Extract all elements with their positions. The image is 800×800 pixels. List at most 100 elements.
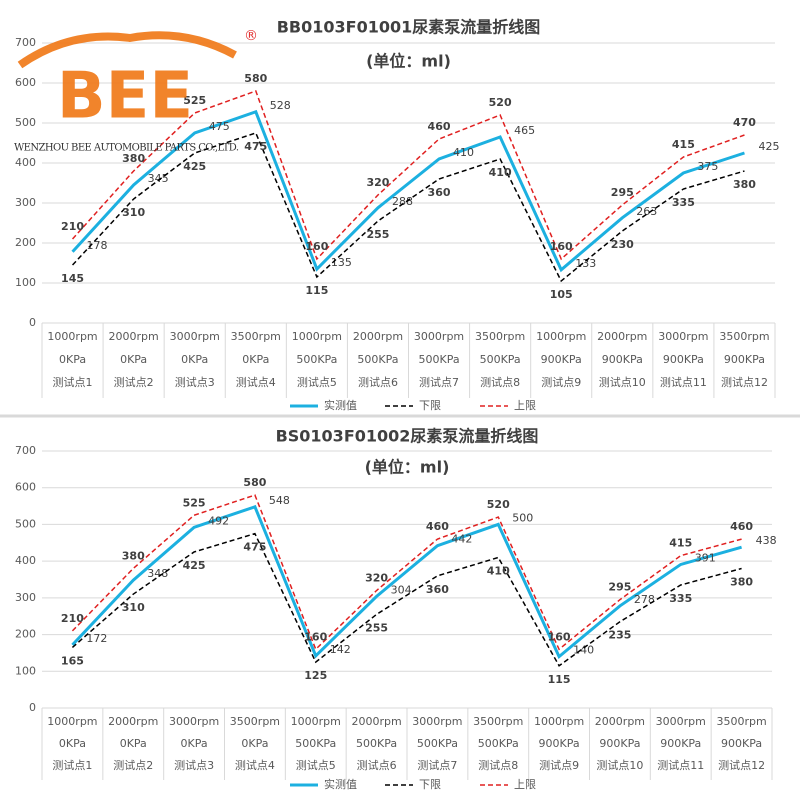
chart-subtitle: (单位：ml) xyxy=(365,458,450,477)
chart-title: BS0103F01002尿素泵流量折线图 xyxy=(276,427,539,446)
data-label: 263 xyxy=(636,205,657,218)
data-label: 115 xyxy=(305,284,328,297)
data-label: 295 xyxy=(608,581,631,594)
data-label: 520 xyxy=(487,498,510,511)
x-tick-label: 测试点11 xyxy=(660,376,707,389)
x-tick-label: 3500rpm xyxy=(230,715,280,728)
x-tick-label: 500KPa xyxy=(418,353,459,366)
x-tick-label: 2000rpm xyxy=(109,330,159,343)
legend-label: 上限 xyxy=(514,778,536,791)
x-tick-label: 500KPa xyxy=(357,353,398,366)
data-label: 475 xyxy=(243,541,266,554)
data-label: 360 xyxy=(428,186,451,199)
y-tick-label: 200 xyxy=(15,628,36,641)
x-tick-label: 900KPa xyxy=(724,353,765,366)
data-label: 235 xyxy=(608,629,631,642)
x-tick-label: 3000rpm xyxy=(169,715,219,728)
x-tick-label: 测试点11 xyxy=(657,759,704,772)
x-tick-label: 500KPa xyxy=(478,737,519,750)
x-tick-label: 测试点4 xyxy=(236,376,276,389)
data-label: 115 xyxy=(548,673,571,686)
x-tick-label: 测试点3 xyxy=(175,376,215,389)
data-label: 135 xyxy=(331,256,352,269)
data-label: 465 xyxy=(514,124,535,137)
data-label: 500 xyxy=(512,511,533,524)
y-tick-label: 300 xyxy=(15,196,36,209)
chart-title: BB0103F01001尿素泵流量折线图 xyxy=(277,18,541,37)
x-tick-label: 1000rpm xyxy=(536,330,586,343)
x-tick-label: 测试点10 xyxy=(596,759,643,772)
x-tick-label: 测试点7 xyxy=(417,759,457,772)
y-tick-label: 0 xyxy=(29,701,36,714)
data-label: 230 xyxy=(611,238,634,251)
x-tick-label: 测试点5 xyxy=(296,759,336,772)
logo: BEE ® WENZHOU BEE AUTOMOBILE PARTS CO.,L… xyxy=(14,28,258,154)
data-label: 380 xyxy=(733,178,756,191)
data-label: 345 xyxy=(148,172,169,185)
series-line xyxy=(71,109,745,273)
data-label: 525 xyxy=(183,496,206,509)
data-label: 460 xyxy=(426,520,449,533)
y-tick-label: 0 xyxy=(29,316,36,329)
data-label: 410 xyxy=(489,166,512,179)
x-tick-label: 测试点6 xyxy=(357,759,397,772)
y-tick-label: 200 xyxy=(15,236,36,249)
data-label: 160 xyxy=(548,630,571,643)
data-label: 410 xyxy=(487,564,510,577)
data-label: 375 xyxy=(697,160,718,173)
y-tick-label: 700 xyxy=(15,36,36,49)
x-tick-label: 0KPa xyxy=(181,737,208,750)
x-tick-label: 测试点6 xyxy=(358,376,398,389)
data-label: 460 xyxy=(428,120,451,133)
x-tick-label: 测试点12 xyxy=(721,376,768,389)
x-tick-label: 2000rpm xyxy=(108,715,158,728)
legend-label: 上限 xyxy=(514,399,536,412)
x-tick-label: 测试点8 xyxy=(480,376,520,389)
logo-brand: BEE xyxy=(57,60,193,134)
data-label: 475 xyxy=(244,140,267,153)
series-line xyxy=(71,494,742,651)
series-line xyxy=(71,504,742,660)
data-label: 442 xyxy=(451,533,472,546)
series-line xyxy=(71,90,745,261)
x-tick-label: 500KPa xyxy=(480,353,521,366)
x-tick-label: 500KPa xyxy=(356,737,397,750)
x-tick-label: 3500rpm xyxy=(719,330,769,343)
data-label: 105 xyxy=(550,288,573,301)
x-tick-label: 900KPa xyxy=(660,737,701,750)
series-line xyxy=(71,132,745,283)
data-label: 492 xyxy=(208,514,229,527)
data-label: 438 xyxy=(756,534,777,547)
data-label: 580 xyxy=(243,476,266,489)
x-tick-label: 测试点9 xyxy=(539,759,579,772)
data-label: 160 xyxy=(550,240,573,253)
x-tick-label: 3000rpm xyxy=(658,330,708,343)
data-label: 125 xyxy=(304,669,327,682)
x-tick-label: 3500rpm xyxy=(231,330,281,343)
data-label: 210 xyxy=(61,612,84,625)
x-tick-label: 0KPa xyxy=(242,353,269,366)
x-tick-label: 900KPa xyxy=(721,737,762,750)
data-label: 380 xyxy=(122,152,145,165)
data-label: 380 xyxy=(730,575,753,588)
chart-subtitle: (单位：ml) xyxy=(366,52,451,71)
x-tick-label: 1000rpm xyxy=(47,330,97,343)
x-tick-label: 1000rpm xyxy=(47,715,97,728)
y-tick-label: 100 xyxy=(15,664,36,677)
x-tick-label: 1000rpm xyxy=(534,715,584,728)
y-tick-label: 600 xyxy=(15,481,36,494)
legend-label: 下限 xyxy=(419,399,441,412)
x-tick-label: 0KPa xyxy=(181,353,208,366)
legend-label: 下限 xyxy=(419,778,441,791)
data-label: 278 xyxy=(634,593,655,606)
x-tick-label: 测试点1 xyxy=(52,759,92,772)
data-label: 391 xyxy=(695,551,716,564)
x-tick-label: 3000rpm xyxy=(414,330,464,343)
x-tick-label: 3000rpm xyxy=(170,330,220,343)
y-tick-label: 600 xyxy=(15,76,36,89)
x-tick-label: 3000rpm xyxy=(412,715,462,728)
data-label: 310 xyxy=(122,206,145,219)
x-tick-label: 测试点1 xyxy=(53,376,93,389)
data-label: 304 xyxy=(391,583,412,596)
